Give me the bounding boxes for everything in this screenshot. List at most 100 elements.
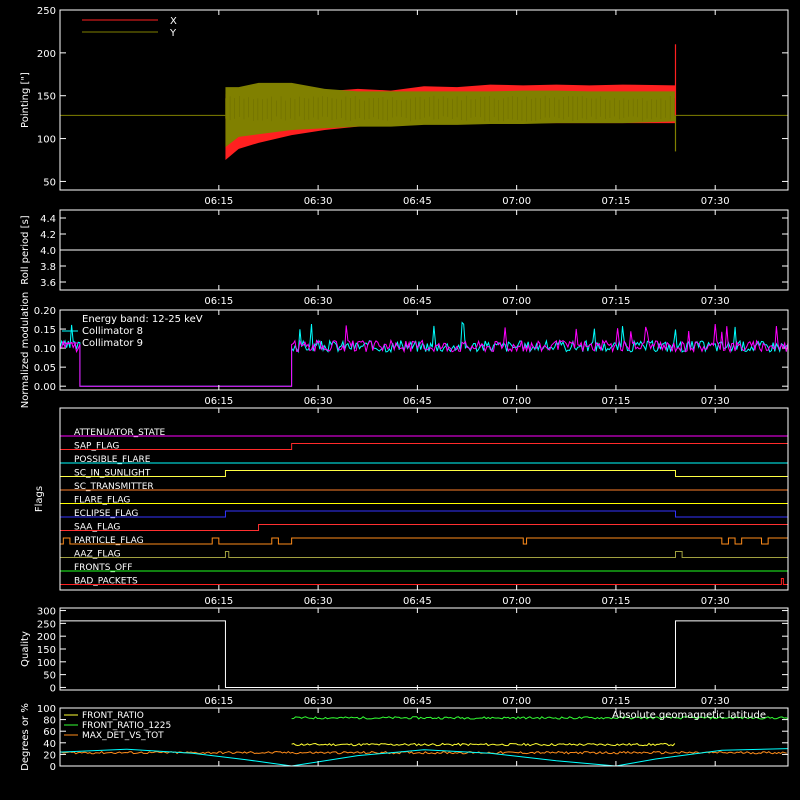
x-tick-label: 06:30 xyxy=(304,396,333,407)
y-tick-label: 150 xyxy=(37,92,56,103)
y-tick-label: 100 xyxy=(37,704,56,715)
y-tick-label: 60 xyxy=(43,727,56,738)
quality-frame xyxy=(59,607,789,691)
y-tick-label: 80 xyxy=(43,716,56,727)
flag-label: FLARE_FLAG xyxy=(74,496,130,506)
x-tick-label: 07:30 xyxy=(701,596,730,607)
x-tick-label: 06:45 xyxy=(403,596,432,607)
x-tick-label: 06:30 xyxy=(304,296,333,307)
y-axis-label: Quality xyxy=(20,631,31,667)
y-tick-label: 4.0 xyxy=(40,246,56,257)
x-tick-label: 07:00 xyxy=(502,296,531,307)
x-tick-label: 07:15 xyxy=(602,596,631,607)
legend-label: X xyxy=(170,16,177,27)
flag-label: ATTENUATOR_STATE xyxy=(74,428,166,438)
y-tick-label: 250 xyxy=(37,619,56,630)
flag-line xyxy=(60,443,788,450)
series-collimator-9 xyxy=(59,323,789,387)
series-front_ratio_1225 xyxy=(291,716,789,720)
pointing-frame xyxy=(59,9,789,191)
y-axis-label: Flags xyxy=(34,486,45,512)
y-tick-label: 3.6 xyxy=(40,278,56,289)
y-tick-label: 100 xyxy=(37,658,56,669)
roll-panel: 3.6 3.8 4.0 4.2 4.4 Roll period [s] 06:15 06:30… xyxy=(20,209,789,307)
y-tick-label: 0 xyxy=(50,683,56,694)
flag-line xyxy=(60,524,788,531)
y-tick-label: 0.00 xyxy=(34,382,56,393)
flag-label: SAP_FLAG xyxy=(74,442,119,452)
y-tick-label: 0.05 xyxy=(34,363,56,374)
x-tick-label: 07:15 xyxy=(602,296,631,307)
flag-label: ECLIPSE_FLAG xyxy=(74,509,138,519)
legend-label: FRONT_RATIO xyxy=(82,711,144,721)
flags-panel: ATTENUATOR_STATE SAP_FLAG POSSIBLE_FLARE SC… xyxy=(34,407,789,607)
x-tick-label: 07:15 xyxy=(602,396,631,407)
y-tick-label: 20 xyxy=(43,750,56,761)
legend-label: Collimator 8 xyxy=(82,326,143,337)
x-tick-label: 07:00 xyxy=(502,396,531,407)
y-tick-label: 0.15 xyxy=(34,325,56,336)
y-tick-label: 4.2 xyxy=(40,230,56,241)
y-tick-label: 200 xyxy=(37,49,56,60)
flag-line xyxy=(60,578,788,585)
x-tick-label: 07:30 xyxy=(701,196,730,207)
x-tick-label: 06:30 xyxy=(304,696,333,707)
x-tick-label: 06:30 xyxy=(304,596,333,607)
pointing-panel: 50 100 150 200 250 Pointing ["] XY 06:15 06:30 06… xyxy=(20,6,789,207)
x-tick-label: 07:00 xyxy=(502,596,531,607)
y-tick-label: 3.8 xyxy=(40,262,56,273)
x-tick-label: 07:00 xyxy=(502,196,531,207)
energy-band-annotation: Energy band: 12-25 keV xyxy=(82,314,203,325)
y-tick-label: 50 xyxy=(43,671,56,682)
x-tick-label: 07:30 xyxy=(701,396,730,407)
y-tick-label: 100 xyxy=(37,135,56,146)
x-tick-label: 07:15 xyxy=(602,696,631,707)
modulation-frame xyxy=(59,309,789,391)
y-tick-label: 200 xyxy=(37,632,56,643)
quality-line xyxy=(60,620,788,688)
legend-label: MAX_DET_VS_TOT xyxy=(82,731,164,741)
y-tick-label: 40 xyxy=(43,739,56,750)
legend-label: Y xyxy=(169,28,177,39)
geomagnetic-latitude-annotation: Absolute geomagnetic latitude xyxy=(612,710,766,721)
flag-label: FRONTS_OFF xyxy=(74,563,132,573)
flag-line xyxy=(60,510,788,518)
y-tick-label: 4.4 xyxy=(40,214,56,225)
ratios-frame xyxy=(59,707,789,767)
y-axis-label: Normalized modulation xyxy=(20,292,31,409)
flag-label: POSSIBLE_FLARE xyxy=(74,455,151,465)
x-tick-label: 06:45 xyxy=(403,196,432,207)
y-tick-label: 150 xyxy=(37,645,56,656)
x-tick-label: 06:15 xyxy=(204,296,233,307)
flag-label: SC_IN_SUNLIGHT xyxy=(74,469,151,479)
flag-label: AAZ_FLAG xyxy=(74,550,121,560)
x-tick-label: 06:45 xyxy=(403,696,432,707)
x-tick-label: 06:45 xyxy=(403,296,432,307)
x-tick-label: 06:15 xyxy=(204,596,233,607)
y-axis-label: Pointing ["] xyxy=(20,72,31,128)
y-tick-label: 300 xyxy=(37,607,56,618)
y-tick-label: 0.10 xyxy=(34,344,56,355)
x-tick-label: 06:15 xyxy=(204,196,233,207)
legend-label: FRONT_RATIO_1225 xyxy=(82,721,171,731)
y-tick-label: 50 xyxy=(43,177,56,188)
roll-frame xyxy=(59,209,789,291)
flag-label: SC_TRANSMITTER xyxy=(74,482,154,492)
x-tick-label: 06:30 xyxy=(304,196,333,207)
x-tick-label: 07:30 xyxy=(701,296,730,307)
flag-label: SAA_FLAG xyxy=(74,523,120,533)
flag-line xyxy=(60,537,789,545)
x-tick-label: 07:15 xyxy=(602,196,631,207)
y-tick-label: 0.20 xyxy=(34,306,56,317)
flag-label: PARTICLE_FLAG xyxy=(74,536,144,546)
x-tick-label: 06:15 xyxy=(204,396,233,407)
flags-frame xyxy=(59,407,789,591)
y-envelope xyxy=(225,82,676,148)
flag-line xyxy=(60,551,788,558)
y-axis-label: Roll period [s] xyxy=(20,215,31,284)
